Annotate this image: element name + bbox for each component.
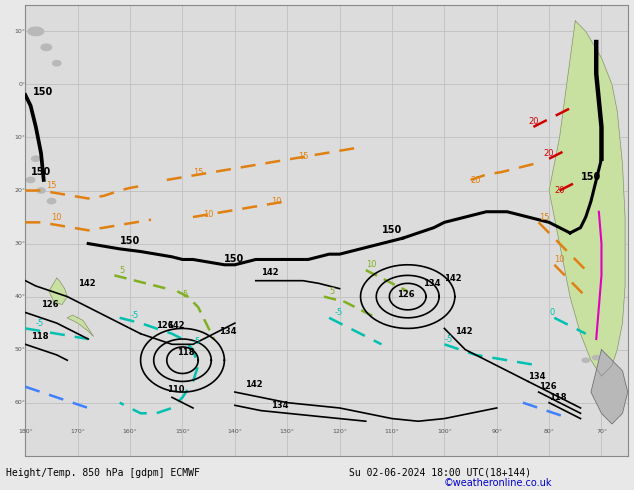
Text: 142: 142: [78, 279, 95, 288]
Text: -5: -5: [444, 335, 453, 343]
Text: 134: 134: [424, 279, 441, 288]
Text: 5: 5: [329, 287, 334, 296]
Text: 15: 15: [298, 152, 308, 161]
Polygon shape: [582, 358, 590, 362]
Text: 10°: 10°: [15, 29, 25, 34]
Text: 160°: 160°: [123, 429, 138, 434]
Text: 134: 134: [271, 401, 289, 410]
Text: 40°: 40°: [15, 294, 25, 299]
Text: ©weatheronline.co.uk: ©weatheronline.co.uk: [444, 478, 552, 488]
Text: -5: -5: [130, 311, 138, 320]
Polygon shape: [28, 27, 44, 36]
Text: 10: 10: [554, 255, 565, 264]
Text: Height/Temp. 850 hPa [gdpm] ECMWF: Height/Temp. 850 hPa [gdpm] ECMWF: [6, 468, 200, 478]
Text: 20°: 20°: [15, 188, 25, 193]
Text: 126: 126: [157, 321, 174, 330]
Polygon shape: [32, 156, 40, 161]
Text: 134: 134: [528, 372, 546, 381]
Text: 180°: 180°: [18, 429, 33, 434]
Text: 10: 10: [366, 260, 377, 270]
Text: 126: 126: [539, 382, 556, 392]
Text: 90°: 90°: [491, 429, 502, 434]
Text: 0°: 0°: [18, 82, 25, 87]
Text: 150: 150: [30, 167, 51, 176]
Text: 50°: 50°: [15, 347, 25, 352]
Text: 10: 10: [271, 197, 282, 206]
Text: 118: 118: [178, 348, 195, 357]
Text: 150: 150: [33, 87, 53, 97]
Text: 30°: 30°: [15, 241, 25, 246]
Text: 20: 20: [470, 175, 481, 185]
Text: 150: 150: [581, 172, 601, 182]
Text: 20: 20: [528, 117, 539, 126]
Text: 5: 5: [183, 290, 188, 298]
Text: 142: 142: [167, 321, 184, 330]
Text: 15: 15: [193, 168, 204, 176]
Text: 142: 142: [444, 274, 462, 283]
Text: 100°: 100°: [437, 429, 452, 434]
Text: 20: 20: [554, 186, 565, 195]
Text: -5: -5: [193, 337, 201, 346]
Text: 142: 142: [455, 327, 472, 336]
Text: 142: 142: [245, 380, 263, 389]
Text: -5: -5: [36, 319, 44, 328]
Text: 10: 10: [51, 213, 62, 221]
Polygon shape: [549, 21, 625, 376]
Text: 126: 126: [41, 300, 59, 309]
Text: 15: 15: [539, 213, 549, 221]
Text: 60°: 60°: [15, 400, 25, 405]
Polygon shape: [67, 315, 93, 336]
Text: Su 02-06-2024 18:00 UTC(18+144): Su 02-06-2024 18:00 UTC(18+144): [349, 468, 531, 478]
Text: 150: 150: [382, 225, 402, 235]
Text: 120°: 120°: [332, 429, 347, 434]
Text: 118: 118: [549, 393, 567, 402]
Text: 170°: 170°: [70, 429, 85, 434]
Text: 5: 5: [120, 266, 125, 275]
Text: 10°: 10°: [15, 135, 25, 140]
Text: 10: 10: [204, 210, 214, 219]
Text: 15: 15: [46, 181, 57, 190]
Text: 150: 150: [120, 236, 140, 245]
Text: 134: 134: [219, 327, 236, 336]
Text: 80°: 80°: [544, 429, 555, 434]
Text: 20: 20: [544, 149, 554, 158]
Text: 150: 150: [224, 254, 245, 264]
Text: -5: -5: [334, 308, 342, 317]
Text: 110°: 110°: [385, 429, 399, 434]
Text: 142: 142: [261, 269, 279, 277]
Text: 118: 118: [30, 332, 48, 341]
Polygon shape: [41, 44, 51, 50]
Polygon shape: [49, 278, 67, 305]
Polygon shape: [37, 188, 45, 193]
Text: 126: 126: [398, 290, 415, 298]
Text: 110: 110: [167, 385, 184, 394]
Polygon shape: [53, 61, 61, 66]
Text: 70°: 70°: [596, 429, 607, 434]
Polygon shape: [593, 355, 600, 360]
Polygon shape: [27, 177, 35, 183]
Text: 130°: 130°: [280, 429, 295, 434]
Text: 140°: 140°: [228, 429, 242, 434]
Text: 150°: 150°: [175, 429, 190, 434]
Text: 0: 0: [549, 308, 554, 317]
Polygon shape: [48, 198, 56, 204]
Polygon shape: [591, 350, 628, 424]
